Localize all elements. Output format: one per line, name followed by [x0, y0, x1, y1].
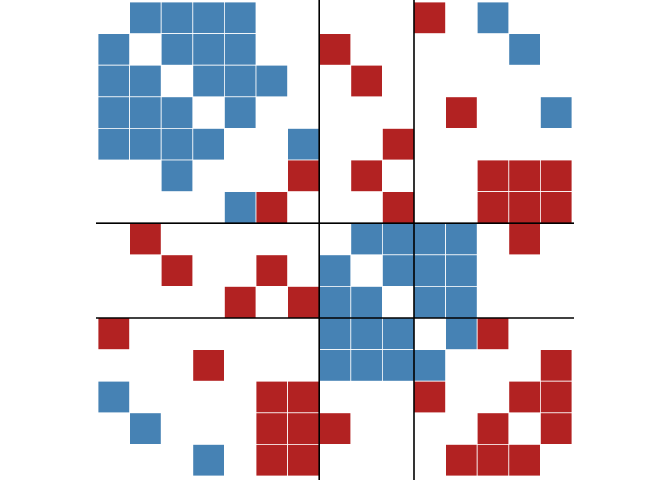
heatmap-cell-r8-c2 [160, 254, 194, 287]
heatmap-cell-r7-c13 [508, 222, 541, 256]
heatmap-cell-r1-c4 [223, 33, 257, 66]
heatmap-cell-r11-c8 [350, 349, 383, 382]
heatmap-cell-r14-c5 [255, 443, 289, 477]
heatmap-cell-r1-c3 [192, 33, 225, 66]
heatmap-cell-r5-c14 [540, 159, 573, 193]
heatmap-cell-r7-c1 [129, 222, 162, 256]
heatmap-cell-r4-c0 [97, 127, 131, 161]
heatmap-cell-r13-c7 [318, 412, 352, 445]
heatmap-cell-r10-c9 [381, 317, 415, 351]
heatmap-cell-r13-c1 [129, 412, 162, 445]
heatmap-cell-r6-c4 [223, 191, 257, 224]
heatmap-cell-r12-c6 [287, 380, 320, 414]
heatmap-cell-r6-c12 [476, 191, 510, 224]
heatmap-cell-r7-c8 [350, 222, 383, 256]
heatmap-cell-r9-c7 [318, 285, 352, 319]
heatmap-cell-r3-c1 [129, 96, 162, 129]
heatmap-cell-r9-c6 [287, 285, 320, 319]
heatmap-cell-r3-c11 [445, 96, 478, 129]
heatmap-cell-r6-c5 [255, 191, 289, 224]
heatmap-cell-r11-c14 [540, 349, 573, 382]
heatmap-cell-r11-c10 [413, 349, 447, 382]
heatmap-cell-r5-c12 [476, 159, 510, 193]
heatmap-cell-r1-c2 [160, 33, 194, 66]
heatmap-cell-r2-c5 [255, 64, 289, 98]
heatmap-cell-r4-c9 [381, 127, 415, 161]
heatmap-cell-r9-c11 [445, 285, 478, 319]
heatmap-cell-r10-c8 [350, 317, 383, 351]
heatmap-cell-r9-c4 [223, 285, 257, 319]
heatmap-cell-r2-c3 [192, 64, 225, 98]
heatmap-cell-r4-c1 [129, 127, 162, 161]
heatmap-cell-r8-c9 [381, 254, 415, 287]
heatmap-cell-r5-c6 [287, 159, 320, 193]
heatmap-cell-r14-c6 [287, 443, 320, 477]
heatmap-cell-r1-c7 [318, 33, 352, 66]
heatmap-cell-r3-c4 [223, 96, 257, 129]
heatmap-cells [97, 1, 573, 477]
heatmap-cell-r3-c0 [97, 96, 131, 129]
heatmap-cell-r10-c11 [445, 317, 478, 351]
heatmap-cell-r6-c14 [540, 191, 573, 224]
heatmap-cell-r4-c2 [160, 127, 194, 161]
heatmap-cell-r14-c3 [192, 443, 225, 477]
heatmap-cell-r1-c13 [508, 33, 541, 66]
heatmap-cell-r8-c7 [318, 254, 352, 287]
heatmap-cell-r10-c12 [476, 317, 510, 351]
heatmap-cell-r13-c12 [476, 412, 510, 445]
heatmap-cell-r0-c3 [192, 1, 225, 35]
heatmap-cell-r13-c5 [255, 412, 289, 445]
heatmap-cell-r14-c12 [476, 443, 510, 477]
heatmap-cell-r6-c13 [508, 191, 541, 224]
heatmap-cell-r7-c11 [445, 222, 478, 256]
heatmap-cell-r8-c5 [255, 254, 289, 287]
heatmap-cell-r11-c9 [381, 349, 415, 382]
heatmap-cell-r2-c8 [350, 64, 383, 98]
heatmap-cell-r2-c0 [97, 64, 131, 98]
heatmap-cell-r6-c9 [381, 191, 415, 224]
heatmap-cell-r3-c2 [160, 96, 194, 129]
heatmap-cell-r11-c7 [318, 349, 352, 382]
heatmap-cell-r13-c14 [540, 412, 573, 445]
heatmap-cell-r0-c4 [223, 1, 257, 35]
heatmap-cell-r0-c2 [160, 1, 194, 35]
heatmap-cell-r3-c14 [540, 96, 573, 129]
heatmap-cell-r0-c10 [413, 1, 447, 35]
heatmap-cell-r5-c13 [508, 159, 541, 193]
heatmap-cell-r13-c6 [287, 412, 320, 445]
heatmap-cell-r10-c7 [318, 317, 352, 351]
heatmap-cell-r14-c11 [445, 443, 478, 477]
heatmap-cell-r7-c9 [381, 222, 415, 256]
block-dividers [96, 0, 574, 480]
heatmap-cell-r5-c2 [160, 159, 194, 193]
heatmap-cell-r5-c8 [350, 159, 383, 193]
heatmap-cell-r7-c10 [413, 222, 447, 256]
heatmap-cell-r8-c10 [413, 254, 447, 287]
heatmap-cell-r11-c3 [192, 349, 225, 382]
heatmap-cell-r12-c0 [97, 380, 131, 414]
heatmap-cell-r8-c11 [445, 254, 478, 287]
heatmap-cell-r2-c1 [129, 64, 162, 98]
heatmap-cell-r12-c13 [508, 380, 541, 414]
heatmap-cell-r4-c3 [192, 127, 225, 161]
heatmap-cell-r4-c6 [287, 127, 320, 161]
heatmap-cell-r12-c10 [413, 380, 447, 414]
heatmap-cell-r1-c0 [97, 33, 131, 66]
heatmap-cell-r9-c8 [350, 285, 383, 319]
heatmap-cell-r12-c5 [255, 380, 289, 414]
heatmap-cell-r9-c10 [413, 285, 447, 319]
heatmap-cell-r14-c13 [508, 443, 541, 477]
heatmap-cell-r0-c12 [476, 1, 510, 35]
heatmap-cell-r0-c1 [129, 1, 162, 35]
heatmap-cell-r2-c4 [223, 64, 257, 98]
heatmap-cell-r12-c14 [540, 380, 573, 414]
heatmap-cell-r10-c0 [97, 317, 131, 351]
